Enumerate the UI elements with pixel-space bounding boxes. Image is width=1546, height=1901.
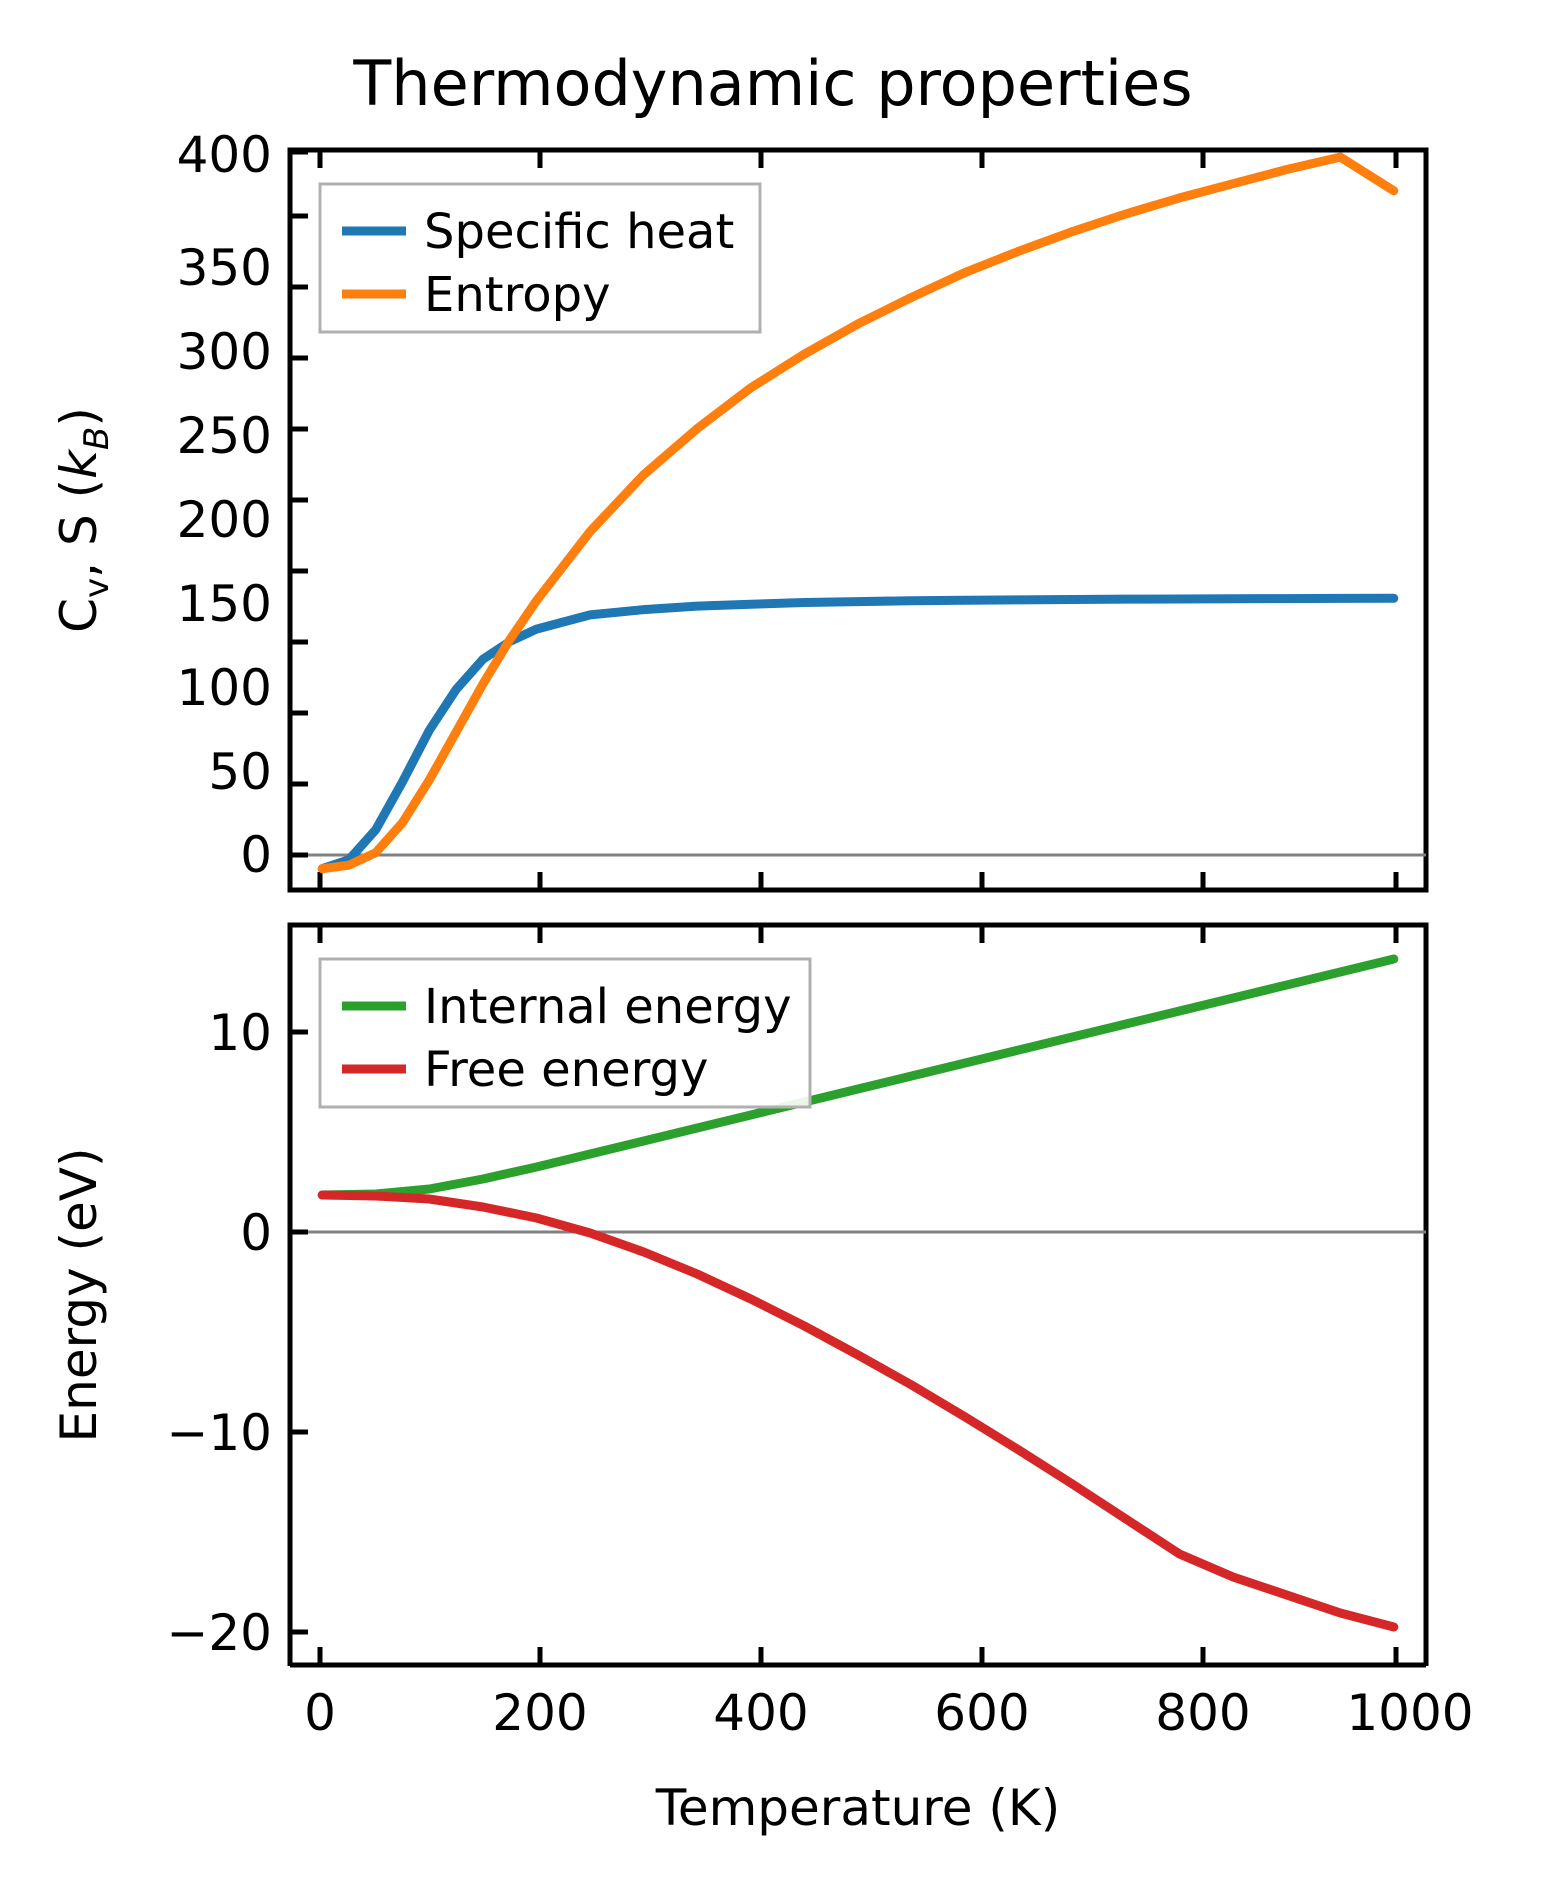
ylabel-c: C [50, 598, 108, 633]
top-y-ticklabel-400: 400 [177, 126, 272, 184]
top-y-ticklabel-350: 350 [177, 239, 272, 297]
top-y-tickmarks [290, 149, 308, 858]
figure-title: Thermodynamic properties [352, 47, 1192, 120]
top-y-ticklabel-150: 150 [177, 575, 272, 633]
curve-internal-energy [317, 954, 1399, 1200]
bottom-y-ticklabel-10: 10 [208, 1004, 272, 1062]
svg-text:Cv, S (kB): Cv, S (kB) [50, 407, 117, 633]
top-y-ticklabels: 0 50 100 150 200 250 300 350 400 [177, 126, 272, 884]
bottom-x-ticklabels-redraw: 0 200 400 600 800 1000 [304, 1684, 1474, 1742]
top-y-ticklabel-250: 250 [177, 407, 272, 465]
x-ticklabel-800-redraw: 800 [1155, 1684, 1250, 1742]
bottom-legend: Internal energy Free energy [318, 957, 812, 1109]
x-axis-label-redraw: Temperature (K) [655, 1779, 1060, 1837]
bottom-y-ticklabel-minus20: −20 [166, 1604, 272, 1662]
legend-label-specific-heat: Specific heat [424, 204, 734, 260]
top-legend-box [318, 182, 762, 334]
top-y-ticklabel-0: 0 [240, 826, 272, 884]
bottom-x-tickmarks-redraw [317, 1647, 1399, 1665]
bottom-y-tickmarks [290, 1029, 308, 1635]
ylabel-v-sub: v [77, 578, 117, 598]
bottom-axes-clip-mask [0, 1666, 1546, 1901]
bottom-y-ticklabel-0: 0 [240, 1204, 272, 1262]
x-ticklabel-1000-redraw: 1000 [1346, 1684, 1473, 1742]
top-x-tickmarks [317, 150, 1399, 890]
curve-entropy [317, 152, 1399, 874]
top-y-ticklabel-100: 100 [177, 659, 272, 717]
top-legend: Specific heat Entropy [318, 182, 762, 334]
bottom-legend-box [318, 957, 812, 1109]
top-y-ticklabel-300: 300 [177, 323, 272, 381]
top-y-ticklabel-200: 200 [177, 491, 272, 549]
x-ticklabel-600-redraw: 600 [934, 1684, 1029, 1742]
curve-specific-heat [317, 593, 1399, 874]
x-ticklabel-200-redraw: 200 [492, 1684, 587, 1742]
bottom-y-ticklabels: 10 0 −10 −20 [166, 1004, 272, 1662]
top-y-axis-label: Cv, S (kB) [50, 407, 117, 633]
legend-label-entropy: Entropy [424, 267, 611, 323]
top-axes-frame [287, 147, 1429, 893]
bottom-panel: 10 0 −10 −20 0 [0, 922, 1546, 1901]
ylabel-k: k [50, 448, 108, 479]
x-ticklabel-400-redraw: 400 [713, 1684, 808, 1742]
ylabel-mid: , S ( [50, 479, 108, 578]
bottom-y-ticklabel-minus10: −10 [166, 1404, 272, 1462]
legend-label-internal-energy: Internal energy [424, 979, 792, 1035]
curve-free-energy [317, 1190, 1399, 1632]
top-panel: 0 50 100 150 200 250 300 350 400 [50, 126, 1429, 893]
legend-label-free-energy: Free energy [424, 1042, 708, 1098]
top-y-ticklabel-50: 50 [208, 743, 272, 801]
ylabel-b-sub: B [77, 427, 117, 450]
ylabel-close: ) [50, 407, 108, 427]
svg-text:Energy (eV): Energy (eV) [50, 1148, 108, 1443]
bottom-y-axis-label: Energy (eV) [50, 1148, 108, 1443]
x-ticklabel-0-redraw: 0 [304, 1684, 336, 1742]
